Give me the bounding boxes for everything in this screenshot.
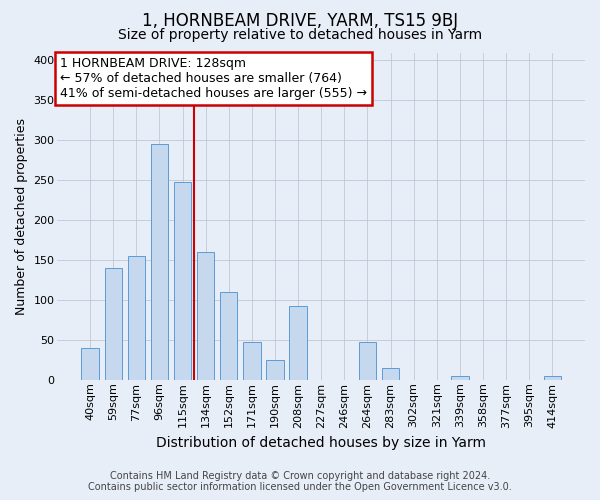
Bar	[174, 182, 191, 380]
Bar	[82, 348, 99, 380]
Bar	[197, 252, 214, 380]
Bar	[382, 368, 399, 380]
Text: 1 HORNBEAM DRIVE: 128sqm
← 57% of detached houses are smaller (764)
41% of semi-: 1 HORNBEAM DRIVE: 128sqm ← 57% of detach…	[60, 58, 367, 100]
Bar	[544, 376, 561, 380]
Bar	[289, 306, 307, 380]
Y-axis label: Number of detached properties: Number of detached properties	[15, 118, 28, 314]
Bar	[359, 342, 376, 380]
Bar	[128, 256, 145, 380]
Bar	[243, 342, 260, 380]
X-axis label: Distribution of detached houses by size in Yarm: Distribution of detached houses by size …	[156, 436, 486, 450]
Text: Size of property relative to detached houses in Yarm: Size of property relative to detached ho…	[118, 28, 482, 42]
Bar	[266, 360, 284, 380]
Text: 1, HORNBEAM DRIVE, YARM, TS15 9BJ: 1, HORNBEAM DRIVE, YARM, TS15 9BJ	[142, 12, 458, 30]
Text: Contains HM Land Registry data © Crown copyright and database right 2024.
Contai: Contains HM Land Registry data © Crown c…	[88, 471, 512, 492]
Bar	[104, 268, 122, 380]
Bar	[151, 144, 168, 380]
Bar	[451, 376, 469, 380]
Bar	[220, 292, 238, 380]
